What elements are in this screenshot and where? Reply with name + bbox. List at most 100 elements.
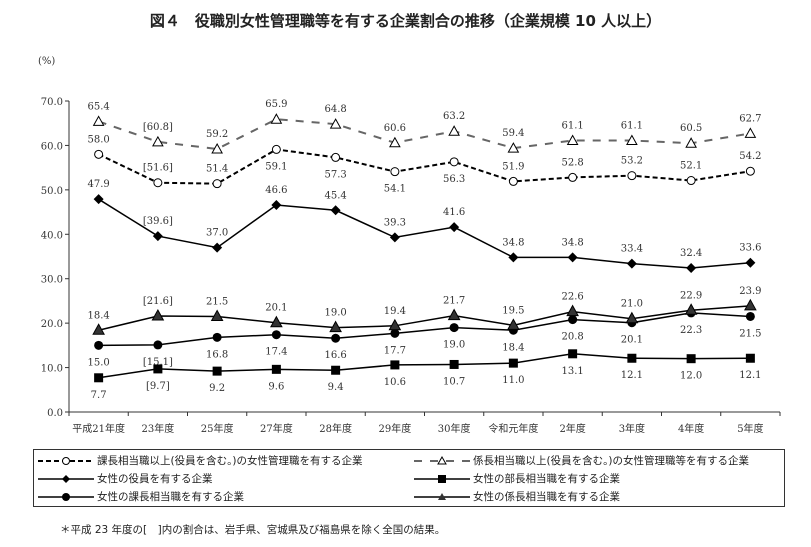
legend-label: 女性の課長相当職を有する企業 bbox=[97, 491, 244, 503]
data-point bbox=[92, 323, 105, 335]
legend-swatch-open-circle bbox=[38, 456, 94, 465]
legend-label: 女性の係長相当職を有する企業 bbox=[473, 491, 620, 503]
series-line-4 bbox=[98, 312, 751, 347]
x-tick-label: 30年度 bbox=[438, 422, 471, 435]
data-label: 54.1 bbox=[384, 184, 406, 195]
data-label: 59.4 bbox=[502, 128, 524, 139]
data-label: 19.0 bbox=[324, 308, 346, 319]
data-label: [21.6] bbox=[143, 296, 173, 307]
data-point bbox=[94, 373, 104, 383]
x-tick-label: 23年度 bbox=[142, 422, 175, 435]
data-label: 15.0 bbox=[87, 357, 109, 368]
y-tick-label: 50.0 bbox=[41, 186, 63, 197]
data-label: 16.6 bbox=[324, 350, 346, 361]
data-point bbox=[153, 364, 163, 374]
data-label: 63.2 bbox=[443, 111, 465, 122]
data-label: 20.8 bbox=[561, 332, 583, 343]
data-point bbox=[568, 315, 578, 325]
legend-item: 女性の課長相当職を有する企業 bbox=[38, 489, 244, 504]
data-point bbox=[567, 252, 578, 263]
data-point bbox=[745, 353, 755, 363]
data-label: 22.9 bbox=[680, 290, 702, 301]
x-tick-label: 3年度 bbox=[619, 422, 645, 435]
legend-item: 係長相当職以上(役員を含む。)の女性管理職等を有する企業 bbox=[414, 453, 749, 468]
data-point bbox=[566, 134, 579, 146]
data-label: 51.4 bbox=[206, 164, 228, 175]
data-label: 59.2 bbox=[206, 129, 228, 140]
y-tick-label: 10.0 bbox=[41, 364, 63, 375]
data-label: 59.1 bbox=[265, 161, 287, 172]
y-axis-label: (%) bbox=[38, 56, 55, 67]
data-label: 62.7 bbox=[739, 113, 761, 124]
data-label: 16.8 bbox=[206, 349, 228, 360]
data-point bbox=[625, 311, 639, 324]
data-point bbox=[151, 308, 165, 321]
legend-item: 課長相当職以上(役員を含む。)の女性管理職を有する企業 bbox=[38, 453, 362, 468]
legend-label: 課長相当職以上(役員を含む。)の女性管理職を有する企業 bbox=[97, 455, 363, 467]
legend-swatch-circle bbox=[38, 492, 94, 501]
data-point bbox=[686, 354, 696, 364]
y-tick-label: 70.0 bbox=[41, 97, 63, 108]
data-point bbox=[686, 176, 696, 186]
legend-label: 女性の役員を有する企業 bbox=[97, 473, 213, 485]
data-point bbox=[507, 142, 520, 153]
x-tick-label: 令和元年度 bbox=[488, 422, 538, 435]
data-label: 61.1 bbox=[561, 121, 583, 132]
data-point bbox=[686, 263, 697, 274]
data-label: 21.0 bbox=[621, 299, 643, 310]
legend-label: 係長相当職以上(役員を含む。)の女性管理職等を有する企業 bbox=[473, 455, 749, 467]
data-point bbox=[449, 359, 459, 369]
data-label: 65.4 bbox=[87, 101, 109, 112]
data-label: 41.6 bbox=[443, 207, 465, 218]
x-tick-label: 2年度 bbox=[559, 422, 585, 435]
legend-item: 女性の係長相当職を有する企業 bbox=[414, 489, 620, 504]
series-line-1 bbox=[98, 118, 751, 151]
data-label: 54.2 bbox=[739, 151, 761, 162]
data-point bbox=[449, 222, 460, 233]
data-point bbox=[744, 298, 757, 311]
data-point bbox=[627, 353, 637, 363]
data-label: 9.6 bbox=[268, 381, 284, 392]
data-label: 21.7 bbox=[443, 296, 465, 307]
legend-item: 女性の役員を有する企業 bbox=[38, 471, 213, 486]
line-chart: (%) 0.0 10.0 20.0 30.0 40.0 50.0 60.0 70.0 平成21年度… bbox=[38, 56, 781, 435]
data-label: 65.9 bbox=[265, 99, 287, 110]
data-label: 46.6 bbox=[265, 185, 287, 196]
data-label: 19.5 bbox=[502, 305, 524, 316]
legend-label: 女性の部長相当職を有する企業 bbox=[473, 473, 620, 485]
data-point bbox=[684, 303, 698, 315]
data-point bbox=[627, 171, 637, 181]
data-label: [39.6] bbox=[143, 216, 173, 227]
data-label: 13.1 bbox=[561, 366, 583, 377]
legend-swatch-square bbox=[414, 474, 470, 483]
x-tick-label: 平成21年度 bbox=[72, 422, 125, 435]
legend-swatch-open-triangle bbox=[414, 455, 470, 464]
y-tick-label: 40.0 bbox=[41, 230, 63, 241]
series-line-5 bbox=[98, 305, 751, 331]
data-point bbox=[390, 328, 400, 338]
data-point bbox=[566, 304, 579, 317]
data-label: 60.5 bbox=[680, 123, 702, 134]
data-point bbox=[271, 364, 281, 374]
data-point bbox=[152, 135, 164, 147]
data-label: [15.1] bbox=[143, 357, 173, 368]
data-point bbox=[153, 340, 163, 350]
series-line-2 bbox=[98, 198, 751, 269]
data-label: 52.8 bbox=[561, 157, 583, 168]
data-label: 47.9 bbox=[87, 179, 109, 190]
data-label: 7.7 bbox=[91, 390, 107, 401]
x-tick-label: 29年度 bbox=[379, 422, 412, 435]
data-label: 33.4 bbox=[621, 244, 643, 255]
legend-swatch-diamond bbox=[38, 474, 94, 483]
data-label: 22.3 bbox=[680, 325, 702, 336]
data-label: 17.7 bbox=[384, 345, 406, 356]
data-point bbox=[152, 231, 163, 242]
footnote: ＊平成 23 年度の[ ]内の割合は、岩手県、宮城県及び福島県を除く全国の結果。 bbox=[60, 524, 446, 536]
data-point bbox=[331, 152, 341, 162]
data-label: 21.5 bbox=[739, 328, 761, 339]
data-point bbox=[449, 157, 459, 167]
data-point bbox=[271, 199, 282, 210]
data-label: 56.3 bbox=[443, 174, 465, 185]
y-tick-label: 30.0 bbox=[41, 275, 63, 286]
data-point bbox=[153, 178, 163, 188]
